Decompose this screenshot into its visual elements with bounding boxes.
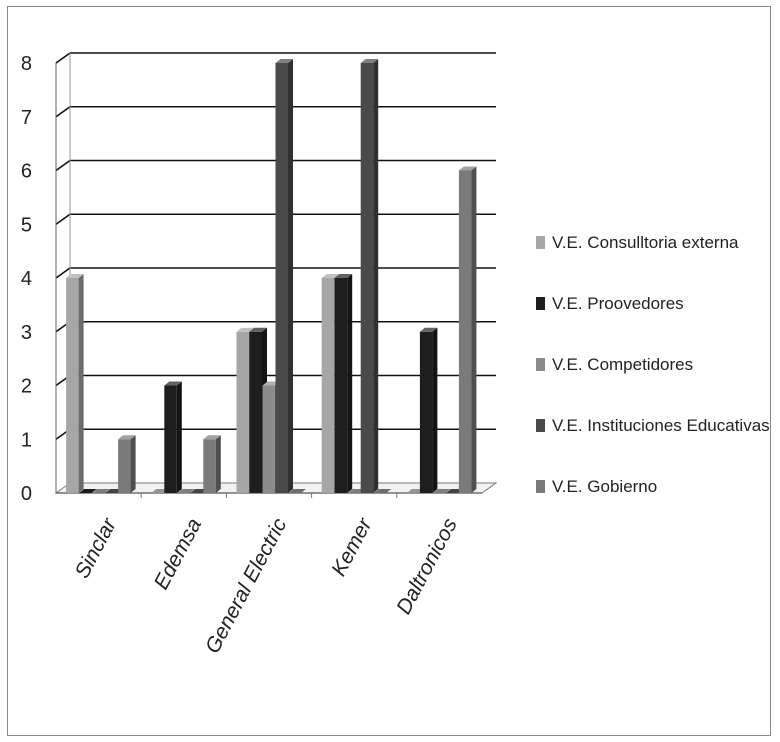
- bar-front: [118, 439, 131, 493]
- gridline-side: [55, 106, 71, 118]
- legend-label: V.E. Consulltoria externa: [552, 233, 739, 252]
- bar-front: [164, 385, 177, 493]
- bar: [79, 489, 97, 493]
- legend: V.E. Consulltoria externa V.E. Proovedore…: [536, 233, 770, 496]
- bar: [275, 59, 293, 493]
- legend-item: V.E. Competidores: [536, 355, 693, 374]
- legend-swatch: [536, 480, 545, 493]
- bar-top: [66, 274, 84, 278]
- x-category-label: General Electric: [201, 514, 292, 657]
- legend-item: V.E. Proovedores: [536, 294, 684, 313]
- gridline-side: [55, 159, 71, 172]
- legend-label: V.E. Competidores: [552, 355, 693, 374]
- bar-top: [334, 274, 353, 278]
- legend-item: V.E. Gobierno: [536, 477, 657, 496]
- bar-top: [419, 327, 438, 332]
- bar-front: [249, 331, 262, 493]
- legend-swatch: [536, 358, 545, 371]
- y-tick-label: 2: [21, 376, 32, 398]
- y-tick-label: 5: [21, 214, 32, 236]
- bar-top: [321, 274, 340, 278]
- gridline-side: [55, 213, 71, 225]
- bar-zero: [288, 489, 306, 493]
- bar: [177, 489, 195, 493]
- bar-top: [164, 381, 182, 386]
- bar-front: [419, 331, 433, 493]
- bar-side: [432, 327, 438, 493]
- gridline-side: [55, 267, 71, 279]
- legend-item: V.E. Instituciones Educativas: [536, 416, 770, 435]
- bar-zero: [177, 489, 195, 493]
- bar: [118, 435, 136, 493]
- legend-swatch: [536, 236, 545, 249]
- bar-front: [275, 63, 288, 493]
- bar-side: [288, 59, 293, 493]
- bar-zero: [92, 489, 110, 493]
- legend-swatch: [536, 297, 545, 310]
- legend-item: V.E. Consulltoria externa: [536, 233, 739, 252]
- bar-top: [236, 327, 254, 332]
- x-category-label: Kemer: [327, 514, 377, 580]
- bar: [92, 489, 110, 493]
- bar-zero: [432, 489, 451, 493]
- bar-front: [458, 170, 472, 493]
- y-tick-label: 0: [21, 483, 32, 505]
- bar: [432, 489, 451, 493]
- bar-side: [176, 381, 182, 493]
- bar-side: [78, 274, 84, 493]
- x-category-label: Sinclar: [71, 514, 122, 582]
- bar: [66, 274, 84, 493]
- bar: [334, 274, 353, 493]
- bar-top: [203, 435, 221, 440]
- bar-front: [66, 278, 79, 493]
- bar-front: [321, 278, 335, 493]
- bar-top: [118, 435, 136, 440]
- bar-side: [347, 274, 353, 493]
- chart-frame: 0 1 2 3 4 5 6 7 8 Sinclar Edemsa General Electric Ke…: [7, 6, 771, 736]
- bar-zero: [373, 489, 392, 493]
- bar-zero: [79, 489, 97, 493]
- bar: [458, 166, 477, 493]
- bar-top: [249, 327, 267, 332]
- y-tick-label: 6: [21, 161, 32, 183]
- bar: [373, 489, 392, 493]
- legend-label: V.E. Gobierno: [552, 477, 657, 496]
- y-tick-label: 1: [21, 429, 32, 451]
- x-category-label: Edemsa: [150, 515, 206, 594]
- bar-top: [458, 166, 477, 171]
- bar-front: [262, 385, 275, 493]
- bar: [288, 489, 306, 493]
- y-tick-label: 3: [21, 322, 32, 344]
- gridline-side: [55, 52, 71, 64]
- y-tick-label: 7: [21, 107, 32, 129]
- bar-side: [130, 435, 136, 493]
- y-tick-label: 4: [21, 268, 32, 290]
- bar-front: [203, 439, 216, 493]
- bar: [164, 381, 182, 493]
- x-category-label: Daltronicos: [392, 514, 462, 618]
- bar-side: [373, 59, 379, 493]
- bar-top: [275, 59, 293, 63]
- bar: [360, 59, 379, 493]
- legend-label: V.E. Proovedores: [552, 294, 684, 313]
- bar-side: [471, 166, 477, 493]
- legend-swatch: [536, 419, 545, 432]
- bar-front: [360, 63, 374, 493]
- y-tick-label: 8: [21, 53, 32, 75]
- legend-label: V.E. Instituciones Educativas: [552, 416, 770, 435]
- bar-top: [360, 59, 379, 63]
- bar-front: [236, 331, 249, 493]
- bar-front: [334, 278, 348, 493]
- bar: [419, 327, 438, 493]
- bar-side: [215, 435, 221, 493]
- bars: [66, 59, 477, 493]
- bar: [203, 435, 221, 493]
